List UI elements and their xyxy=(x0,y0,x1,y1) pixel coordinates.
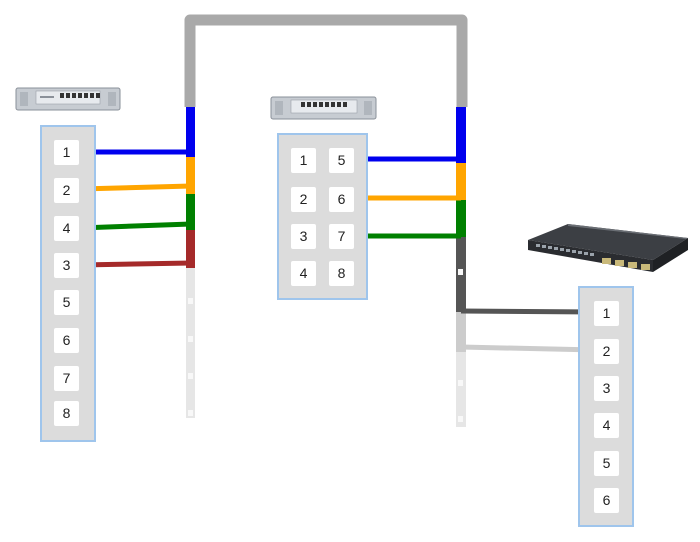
mid-port[interactable]: 8 xyxy=(329,261,354,286)
mid-port[interactable]: 5 xyxy=(329,148,354,173)
left-bundle-pair4 xyxy=(186,230,195,268)
left-port[interactable]: 6 xyxy=(54,328,79,353)
left-port[interactable]: 7 xyxy=(54,366,79,391)
right-bundle-pair2 xyxy=(456,163,466,200)
left-patch-panel: 1 2 4 3 5 6 7 8 xyxy=(40,125,96,442)
left-bundle-markers xyxy=(188,298,193,416)
left-port[interactable]: 2 xyxy=(54,178,79,203)
left-bundle-pair1 xyxy=(186,107,195,157)
right-bundle-markers xyxy=(458,269,463,422)
wire-switch-1 xyxy=(460,308,597,315)
left-port[interactable]: 4 xyxy=(54,216,79,241)
left-bundle-pair2 xyxy=(186,157,195,194)
right-bundle-unused xyxy=(456,352,466,427)
wire-left-2 xyxy=(79,183,192,192)
switch-port[interactable]: 2 xyxy=(594,339,619,364)
switch-port[interactable]: 6 xyxy=(594,488,619,513)
switch-port[interactable]: 1 xyxy=(594,301,619,326)
left-port[interactable]: 3 xyxy=(54,253,79,278)
mid-patch-panel: 1 2 3 4 5 6 7 8 xyxy=(277,133,368,300)
switch-port[interactable]: 4 xyxy=(594,413,619,438)
right-bundle-pair3 xyxy=(456,200,466,237)
patch-panel-icon xyxy=(15,87,121,111)
mid-port[interactable]: 7 xyxy=(329,224,354,249)
switch-port[interactable]: 5 xyxy=(594,451,619,476)
mid-port[interactable]: 2 xyxy=(291,187,316,212)
left-bundle-pair3 xyxy=(186,194,195,230)
left-port[interactable]: 5 xyxy=(54,290,79,315)
mid-port[interactable]: 1 xyxy=(291,148,316,173)
right-bundle-pair1 xyxy=(456,107,466,163)
left-port[interactable]: 1 xyxy=(54,140,79,165)
left-bundle-unused xyxy=(186,268,195,418)
right-bundle-switch2 xyxy=(456,312,466,352)
trunk-cable xyxy=(184,14,468,107)
wire-left-4 xyxy=(79,221,192,231)
patch-panel-icon xyxy=(270,96,377,120)
left-port[interactable]: 8 xyxy=(54,401,79,426)
mid-port[interactable]: 6 xyxy=(329,187,354,212)
wire-switch-2 xyxy=(460,344,597,353)
switch-port-panel: 1 2 3 4 5 6 xyxy=(578,286,634,527)
wire-left-3 xyxy=(79,260,192,268)
mid-port[interactable]: 3 xyxy=(291,224,316,249)
switch-port[interactable]: 3 xyxy=(594,376,619,401)
mid-port[interactable]: 4 xyxy=(291,261,316,286)
network-switch-icon xyxy=(528,224,688,272)
